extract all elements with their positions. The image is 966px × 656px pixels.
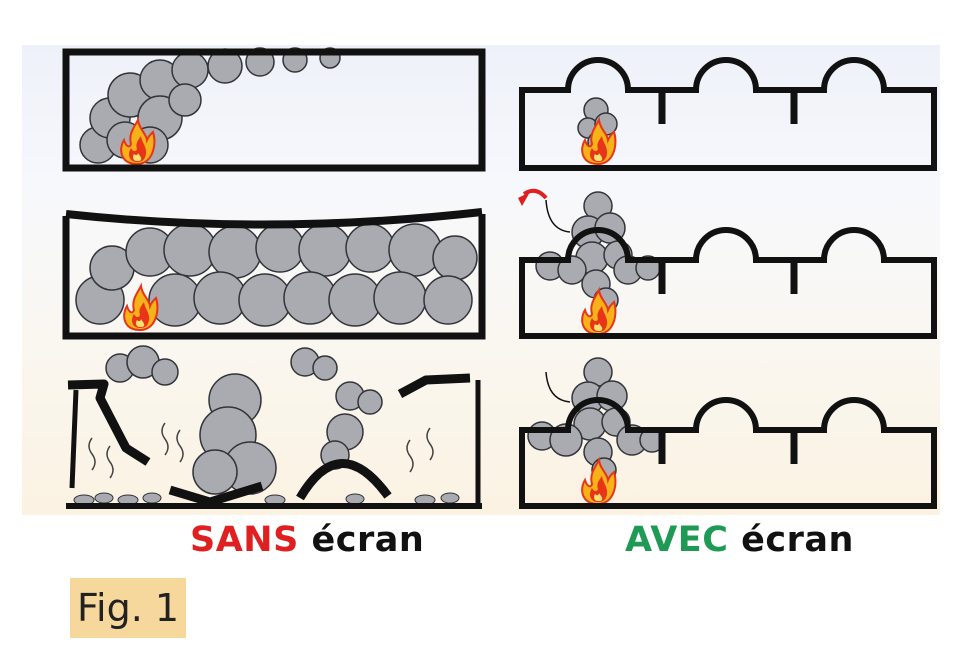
left-scene-2-smoke <box>75 223 478 327</box>
left-scene-2 <box>62 208 486 340</box>
caption-left-keyword: SANS <box>190 520 299 560</box>
right-scene-1-building <box>519 57 937 171</box>
left-scene-1-smoke <box>79 47 341 164</box>
left-scene-3-debris <box>67 373 481 507</box>
right-scene-2-arrowhead-icon <box>518 192 530 206</box>
caption-with-screen: AVEC écran <box>625 520 854 560</box>
caption-right-keyword: AVEC <box>625 520 729 560</box>
right-scene-2-arrow-icon <box>522 188 548 200</box>
left-scene-2-walls <box>62 214 486 340</box>
right-scene-2-vent-opening <box>545 199 571 233</box>
left-scene-3-rubble <box>73 492 460 506</box>
right-scene-3-vent-opening <box>545 371 571 403</box>
left-scene-1 <box>62 47 486 172</box>
right-scene-2 <box>518 188 937 339</box>
right-scene-3 <box>519 357 937 509</box>
right-scene-2-building <box>519 227 937 339</box>
left-scene-3-smoke <box>105 345 383 495</box>
left-scene-3 <box>66 345 482 509</box>
caption-right-word: écran <box>741 520 854 560</box>
figure-label: Fig. 1 <box>70 578 186 638</box>
right-scene-3-building <box>519 397 937 509</box>
left-scene-3-heat-waves <box>88 422 434 479</box>
caption-without-screen: SANS écran <box>190 520 424 560</box>
right-scene-1 <box>519 57 937 171</box>
caption-left-word: écran <box>311 520 425 560</box>
left-scene-1-building <box>62 48 486 172</box>
left-scene-2-sagging-roof <box>65 208 483 229</box>
